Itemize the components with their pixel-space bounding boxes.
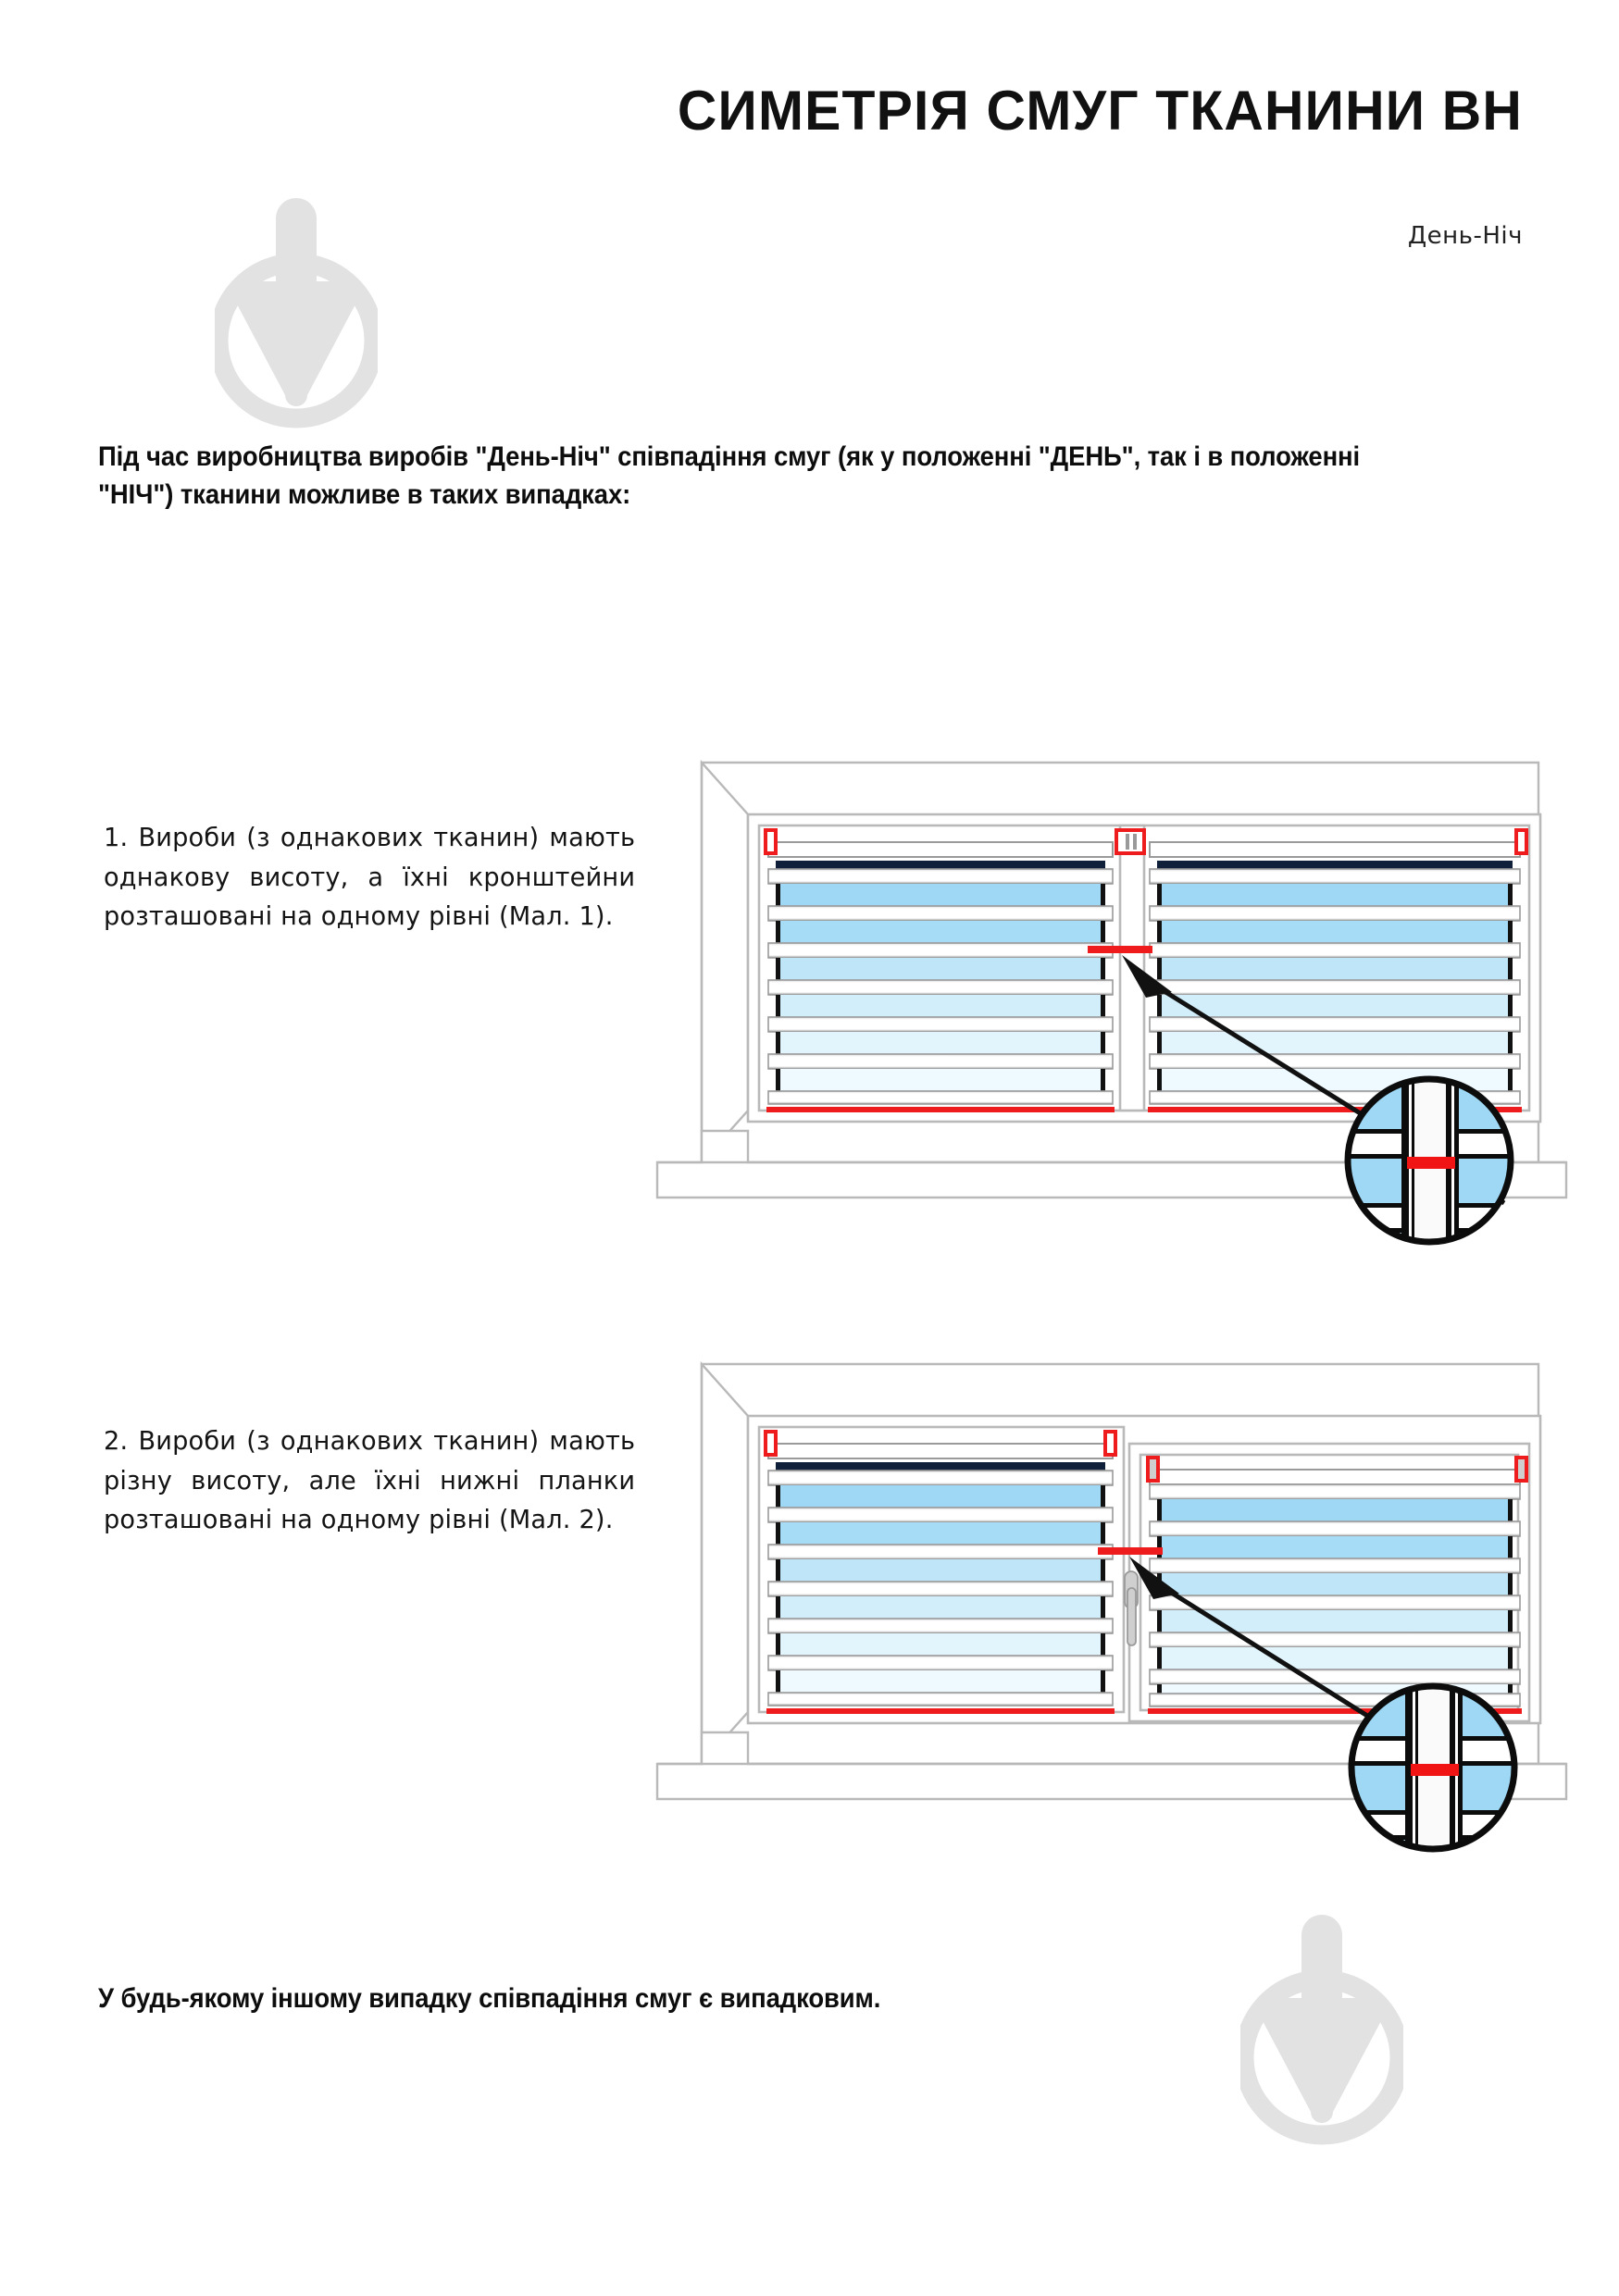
section-1-paragraph: 1. Вироби (з однакових тканин) мають одн… xyxy=(104,822,636,932)
figure-2-window-different-height xyxy=(648,1314,1574,1814)
bracket-marker xyxy=(764,1430,1528,1483)
brand-logo-watermark-bottom-right xyxy=(1240,1902,1403,2163)
figure-2-magnifier-detail xyxy=(1340,1675,1526,1860)
stripe-alignment-marker xyxy=(1088,946,1152,953)
page-subtitle: День-Ніч xyxy=(1407,222,1523,250)
page-title: СИМЕТРІЯ СМУГ ТКАНИНИ ВН xyxy=(677,80,1523,142)
intro-paragraph: Під час виробництва виробів "День-Ніч" с… xyxy=(98,441,1361,510)
stripe-alignment-marker xyxy=(1098,1547,1163,1555)
bracket-marker xyxy=(764,828,1528,855)
footer-note: У будь-якому іншому випадку співпадіння … xyxy=(98,1983,881,2014)
brand-logo-watermark-top-left xyxy=(215,185,378,446)
section-2-paragraph: 2. Вироби (з однакових тканин) мають різ… xyxy=(104,1425,636,1535)
window-handle-icon xyxy=(1124,1570,1139,1646)
figure-1-magnifier-detail xyxy=(1337,1068,1522,1253)
